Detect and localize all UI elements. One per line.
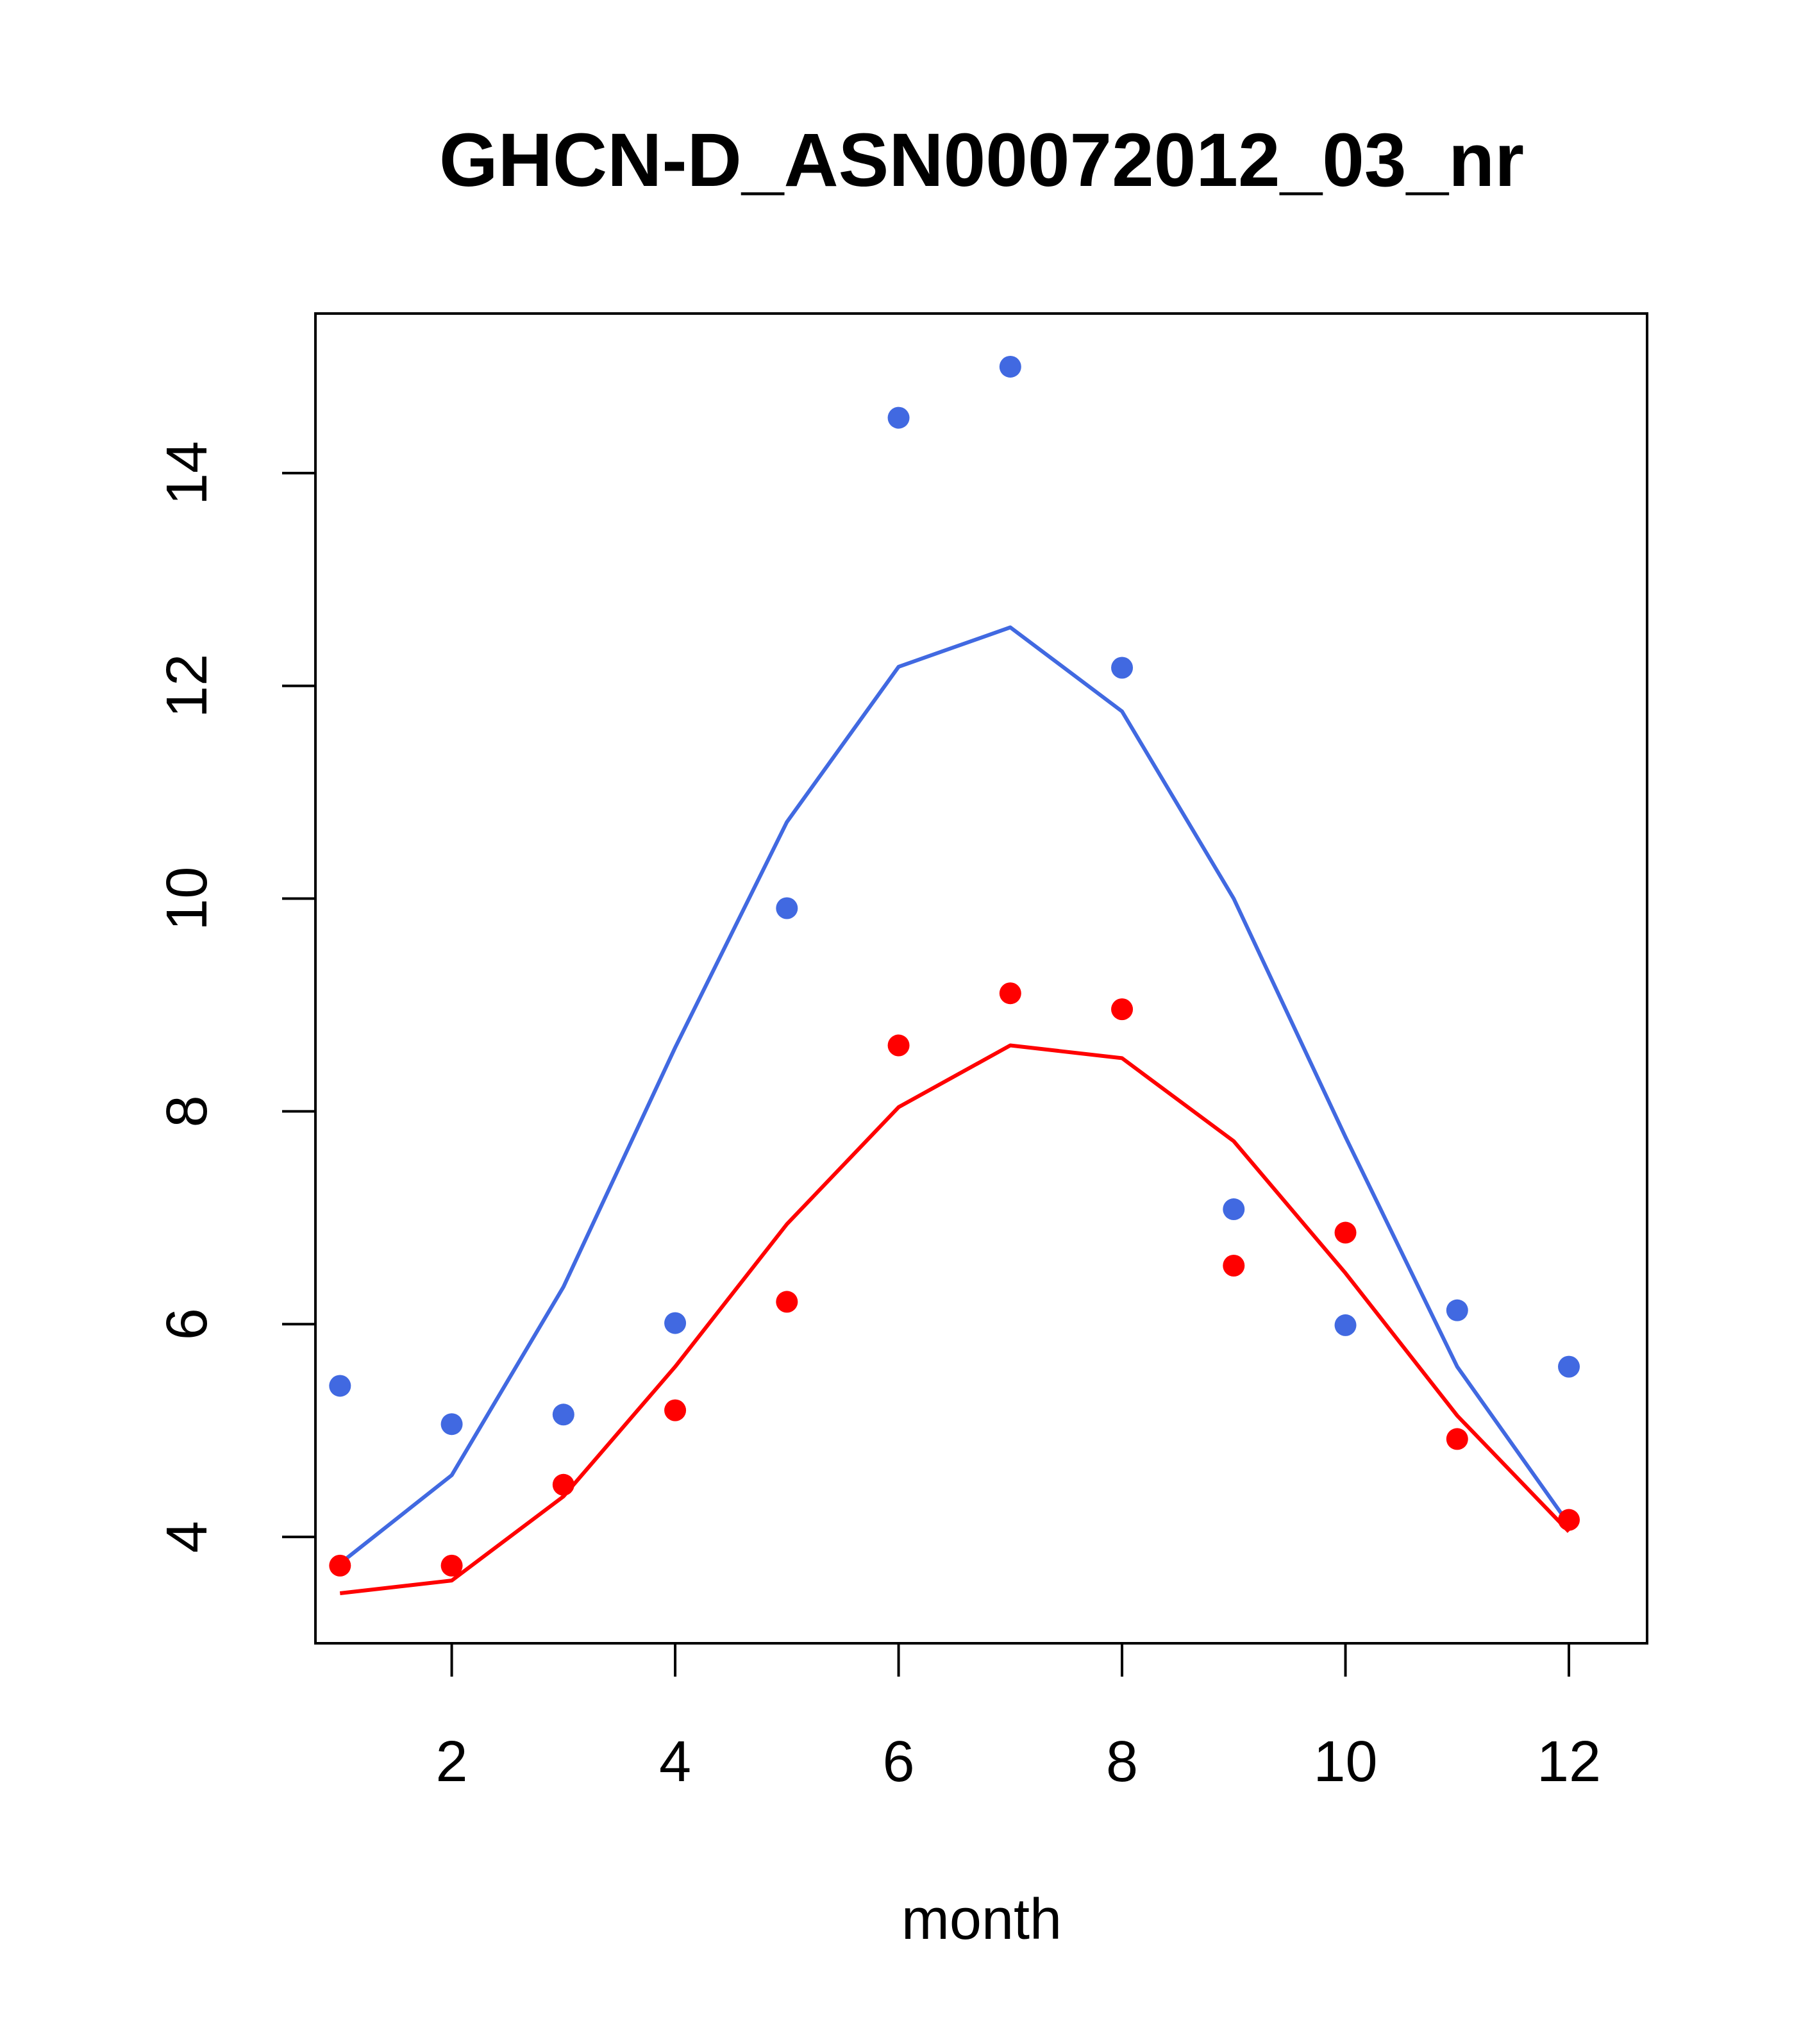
red-observed-point	[329, 1554, 351, 1577]
red-observed-point	[1334, 1221, 1357, 1244]
red-observed-point	[440, 1554, 463, 1577]
x-tick-label: 4	[659, 1730, 691, 1794]
chart-title: GHCN-D_ASN00072012_03_nr	[439, 118, 1524, 203]
red-observed-point	[776, 1291, 798, 1313]
red-observed-point	[887, 1034, 910, 1057]
x-tick-label: 10	[1313, 1730, 1377, 1794]
blue-observed-point	[887, 406, 910, 429]
x-tick-label: 12	[1537, 1730, 1601, 1794]
blue-observed-point	[1111, 657, 1134, 679]
blue-observed-point	[1446, 1299, 1468, 1321]
blue-observed-point	[552, 1403, 574, 1426]
red-observed-point	[664, 1399, 687, 1421]
red-observed-point	[552, 1473, 574, 1496]
blue-observed-point	[1334, 1314, 1357, 1336]
y-tick-label: 10	[155, 867, 219, 931]
red-observed-point	[1111, 998, 1134, 1021]
blue-fit-line	[339, 625, 1571, 1565]
red-observed-point	[1558, 1509, 1580, 1531]
y-tick-label: 4	[155, 1521, 219, 1553]
red-observed-point	[1223, 1254, 1245, 1277]
blue-observed-point	[776, 897, 798, 919]
x-tick-label: 8	[1106, 1730, 1138, 1794]
red-observed-point	[999, 982, 1021, 1005]
blue-observed-point	[329, 1375, 351, 1397]
y-tick-label: 12	[155, 654, 219, 718]
x-tick-label: 6	[883, 1730, 915, 1794]
x-tick-label: 2	[436, 1730, 468, 1794]
y-tick-label: 6	[155, 1308, 219, 1340]
blue-observed-point	[1558, 1355, 1580, 1378]
y-tick-label: 14	[155, 441, 219, 505]
blue-observed-point	[440, 1413, 463, 1436]
plot-frame	[314, 312, 1648, 1645]
blue-observed-point	[664, 1312, 687, 1334]
y-tick-label: 8	[155, 1095, 219, 1127]
blue-observed-point	[999, 355, 1021, 378]
red-fit-line	[339, 1043, 1571, 1595]
plot-area: 2 4 6 8 10 12 4 6 8 10 12 14	[155, 312, 1648, 1794]
x-axis-label: month	[901, 1888, 1062, 1952]
blue-observed-point	[1223, 1198, 1245, 1221]
red-observed-point	[1446, 1428, 1468, 1450]
